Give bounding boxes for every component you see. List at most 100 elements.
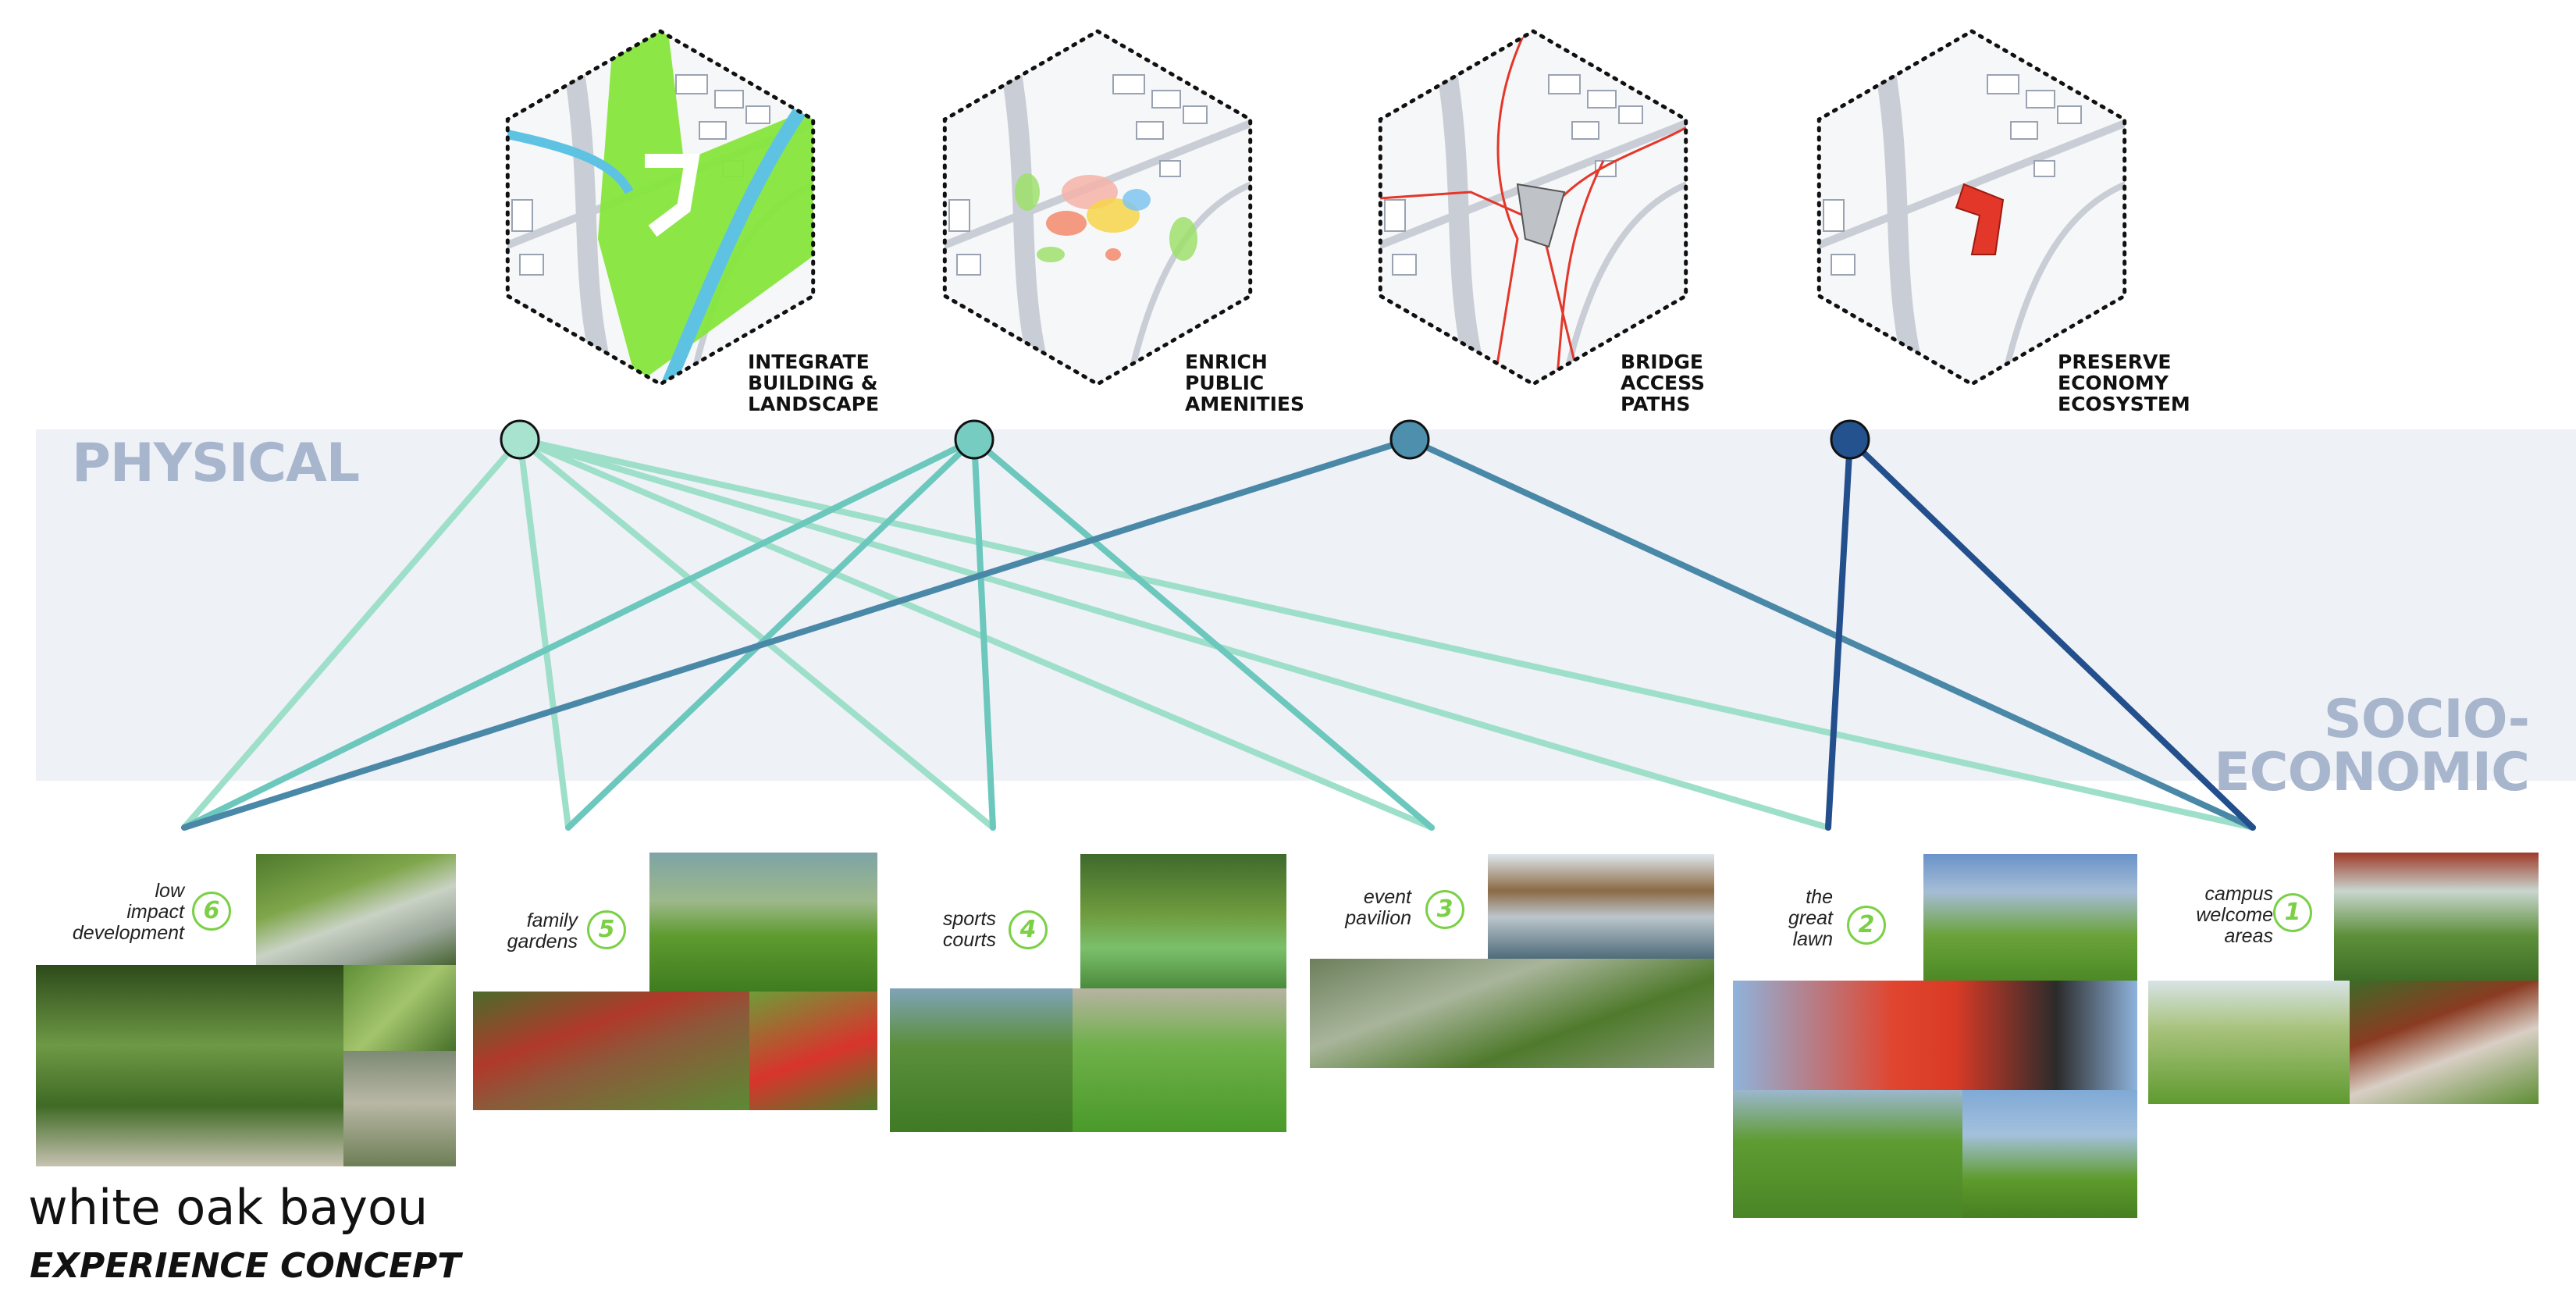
experience-label-2: the great lawn <box>1788 886 1833 950</box>
photo-lawn-park <box>1733 1090 1962 1218</box>
hex-outline <box>1816 29 2127 386</box>
photo-red-benches <box>473 992 749 1110</box>
photo-amphitheater <box>1310 959 1714 1068</box>
map-path <box>1555 160 1605 384</box>
map-building <box>1823 199 1845 232</box>
experience-label-3: event pavilion <box>1345 886 1411 929</box>
socio-economic-label: SOCIO- ECONOMIC <box>2214 689 2530 803</box>
photo-basketball-court <box>1080 854 1286 988</box>
strategy-map-economy <box>1816 29 2127 386</box>
hex-outline <box>505 29 816 386</box>
strategy-map-green <box>505 29 816 386</box>
map-amenity <box>1105 248 1121 261</box>
map-building <box>2057 105 2082 124</box>
page-subtitle: EXPERIENCE CONCEPT <box>30 1246 461 1286</box>
strategy-map-amenities <box>942 29 1253 386</box>
experience-number-2: 2 <box>1847 906 1886 945</box>
experience-label-6: low impact development <box>72 880 184 944</box>
photo-play-logs <box>649 853 877 992</box>
socio-label-line-2: ECONOMIC <box>2214 742 2530 803</box>
experience-label-5: family gardens <box>507 910 578 952</box>
map-street <box>994 31 1053 384</box>
connection-line <box>971 436 996 831</box>
map-river <box>661 94 813 384</box>
map-amenity <box>1169 217 1197 261</box>
connection-line <box>1847 436 2256 831</box>
photo-culvert <box>343 1051 456 1166</box>
map-street <box>1819 110 2125 258</box>
map-building <box>1384 199 1406 232</box>
map-building <box>1548 74 1581 94</box>
map-street <box>557 31 616 384</box>
connection-line <box>971 436 1435 831</box>
experience-number-4: 4 <box>1009 910 1048 949</box>
map-river <box>507 125 634 194</box>
strategy-map-paths <box>1378 29 1688 386</box>
page-title: white oak bayou <box>28 1179 429 1236</box>
photo-permeable-paving <box>256 854 456 970</box>
map-building <box>745 105 770 124</box>
map-building <box>1587 90 1617 109</box>
photo-outdoor-gym <box>1073 988 1286 1132</box>
connection-line <box>517 436 1831 831</box>
map-building <box>2010 121 2038 140</box>
photo-green-wall <box>343 965 456 1051</box>
map-building <box>511 199 533 232</box>
connection-line <box>1825 436 1853 831</box>
hex-outline <box>942 29 1253 386</box>
map-building <box>1392 254 1417 276</box>
map-path <box>1539 223 1582 384</box>
experience-number-5: 5 <box>587 910 626 949</box>
map-building-footprint <box>1955 183 2005 255</box>
connection-line <box>181 436 977 831</box>
map-building <box>1159 160 1181 177</box>
strategy-node <box>500 419 540 460</box>
map-building <box>519 254 544 276</box>
map-street <box>1380 110 1686 258</box>
map-building <box>956 254 981 276</box>
photo-welcome-path <box>2350 981 2539 1104</box>
strategy-node <box>954 419 994 460</box>
photo-pavilion-canopy <box>1488 854 1714 959</box>
map-building <box>675 74 708 94</box>
map-amenity <box>1046 211 1087 236</box>
connection-line <box>517 436 1435 831</box>
photo-pergola-walk <box>2334 853 2539 981</box>
map-street <box>1561 173 1686 384</box>
map-path <box>1493 31 1527 384</box>
socio-label-line-1: SOCIO- <box>2323 689 2530 750</box>
map-building-footprint <box>645 154 700 237</box>
strategy-label-enrich: ENRICH PUBLIC AMENITIES <box>1185 351 1304 415</box>
experience-number-3: 3 <box>1425 890 1464 929</box>
map-building <box>1831 254 1856 276</box>
map-building <box>2026 90 2055 109</box>
photo-lawn-crowd <box>1923 854 2137 981</box>
map-building <box>948 199 970 232</box>
map-building-footprint <box>1516 183 1566 248</box>
map-building <box>1618 105 1643 124</box>
physical-label: PHYSICAL <box>72 433 360 494</box>
hex-outline <box>1378 29 1688 386</box>
map-amenity <box>1123 189 1151 211</box>
photo-lawn-picnic <box>1962 1090 2137 1218</box>
map-street <box>1868 31 1927 384</box>
connection-line <box>517 436 571 831</box>
photo-fitness-rig <box>890 988 1073 1132</box>
map-building <box>1112 74 1145 94</box>
connection-line <box>181 436 523 831</box>
photo-red-seats <box>749 992 877 1110</box>
photo-bamboo-garden <box>36 965 348 1166</box>
map-building <box>2033 160 2055 177</box>
map-street <box>2000 173 2125 384</box>
map-building <box>699 121 727 140</box>
connection-line <box>1407 436 2256 831</box>
map-building <box>1151 90 1181 109</box>
map-building <box>1183 105 1208 124</box>
experience-label-4: sports courts <box>942 908 996 951</box>
experience-label-1: campus welcome areas <box>2196 883 2273 947</box>
map-street <box>1429 31 1489 384</box>
map-building <box>1987 74 2019 94</box>
experience-number-1: 1 <box>2273 893 2312 932</box>
strategy-node <box>1830 419 1870 460</box>
